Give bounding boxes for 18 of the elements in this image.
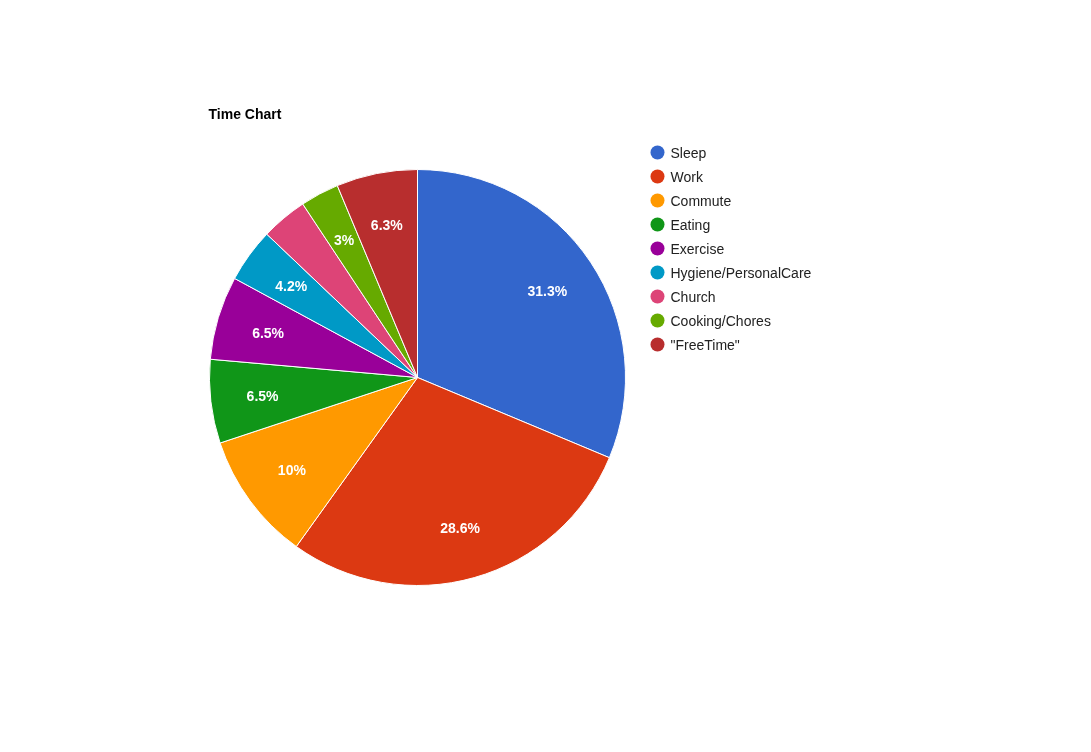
data-label: 6.5% <box>246 387 280 404</box>
data-label: 3% <box>333 231 355 248</box>
legend-label: "FreeTime" <box>670 336 740 353</box>
legend-label: Exercise <box>670 240 725 257</box>
legend-label: Eating <box>670 216 711 233</box>
data-label: 31.3% <box>527 283 568 300</box>
legend-label: Cooking/Chores <box>670 312 771 329</box>
legend-label: Commute <box>670 192 732 209</box>
data-label: 6.5% <box>252 324 285 341</box>
data-label: 4.2% <box>275 277 308 294</box>
legend-label: Work <box>670 168 704 185</box>
legend-label: Hygiene/PersonalCare <box>670 264 812 281</box>
data-label: 28.6% <box>440 519 481 536</box>
data-label: 6.3% <box>370 216 404 233</box>
data-label: 10% <box>277 461 307 478</box>
chart-title: Time Chart <box>208 105 282 122</box>
legend-label: Sleep <box>670 144 707 161</box>
legend-label: Church <box>670 288 716 305</box>
